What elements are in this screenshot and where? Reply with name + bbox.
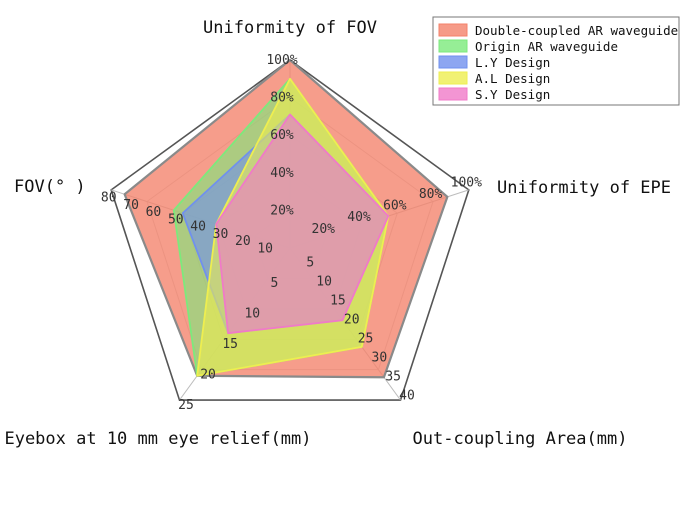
tick-label: 40 xyxy=(399,388,415,403)
tick-label: 100% xyxy=(451,175,482,190)
tick-label: 20 xyxy=(344,312,360,327)
tick-label: 20 xyxy=(200,367,216,382)
tick-label: 20% xyxy=(270,203,294,218)
radar-axis-titles: Uniformity of FOV Uniformity of EPE Out-co… xyxy=(4,18,671,449)
grid-ring-5 xyxy=(110,59,470,401)
legend-swatch-2 xyxy=(438,39,468,53)
tick-label: 40% xyxy=(270,166,294,181)
tick-label: 60 xyxy=(146,205,162,220)
tick-label: 15 xyxy=(330,293,346,308)
axis-title-1: Uniformity of FOV xyxy=(203,18,377,38)
legend-label-1: Double-coupled AR waveguide xyxy=(475,23,678,38)
tick-label: 30 xyxy=(372,350,388,365)
radar-series-layer xyxy=(123,58,449,379)
axis-title-4: Eyebox at 10 mm eye relief(mm) xyxy=(4,429,311,449)
tick-label: 25 xyxy=(358,331,374,346)
tick-label: 25 xyxy=(178,398,194,413)
axis-title-2: Uniformity of EPE xyxy=(497,178,671,198)
legend-label-5: S.Y Design xyxy=(475,87,550,102)
series-area-5 xyxy=(215,113,390,335)
tick-label: 20% xyxy=(312,222,336,237)
tick-label: 100% xyxy=(266,53,297,68)
legend-swatch-1 xyxy=(438,23,468,37)
tick-label: 5 xyxy=(306,255,314,270)
tick-label: 40 xyxy=(190,220,206,235)
tick-label: 60% xyxy=(383,199,407,214)
tick-label: 70 xyxy=(123,198,139,213)
tick-label: 15 xyxy=(222,337,238,352)
tick-label: 60% xyxy=(270,128,294,143)
tick-label: 5 xyxy=(270,276,278,291)
tick-label: 80% xyxy=(419,187,443,202)
axis-title-3: Out-coupling Area(mm) xyxy=(413,429,628,449)
legend-swatch-4 xyxy=(438,71,468,85)
tick-label: 35 xyxy=(385,369,401,384)
legend-swatch-3 xyxy=(438,55,468,69)
axis-title-5: FOV(° ) xyxy=(14,177,86,197)
tick-label: 50 xyxy=(168,212,184,227)
legend-box xyxy=(432,16,680,106)
tick-label: 10 xyxy=(316,274,332,289)
tick-label: 40% xyxy=(347,210,371,225)
tick-label: 30 xyxy=(213,227,229,242)
legend-label-2: Origin AR waveguide xyxy=(475,39,618,54)
tick-label: 80% xyxy=(270,91,294,106)
tick-label: 10 xyxy=(244,307,260,322)
legend-label-4: A.L Design xyxy=(475,71,550,86)
legend-swatch-5 xyxy=(438,87,468,101)
tick-label: 20 xyxy=(235,234,251,249)
radar-tick-labels: 20%40%60%80%100%20%40%60%80%100%51015202… xyxy=(101,53,482,413)
legend-label-3: L.Y Design xyxy=(475,55,550,70)
tick-label: 10 xyxy=(257,241,273,256)
tick-label: 80 xyxy=(101,191,117,206)
